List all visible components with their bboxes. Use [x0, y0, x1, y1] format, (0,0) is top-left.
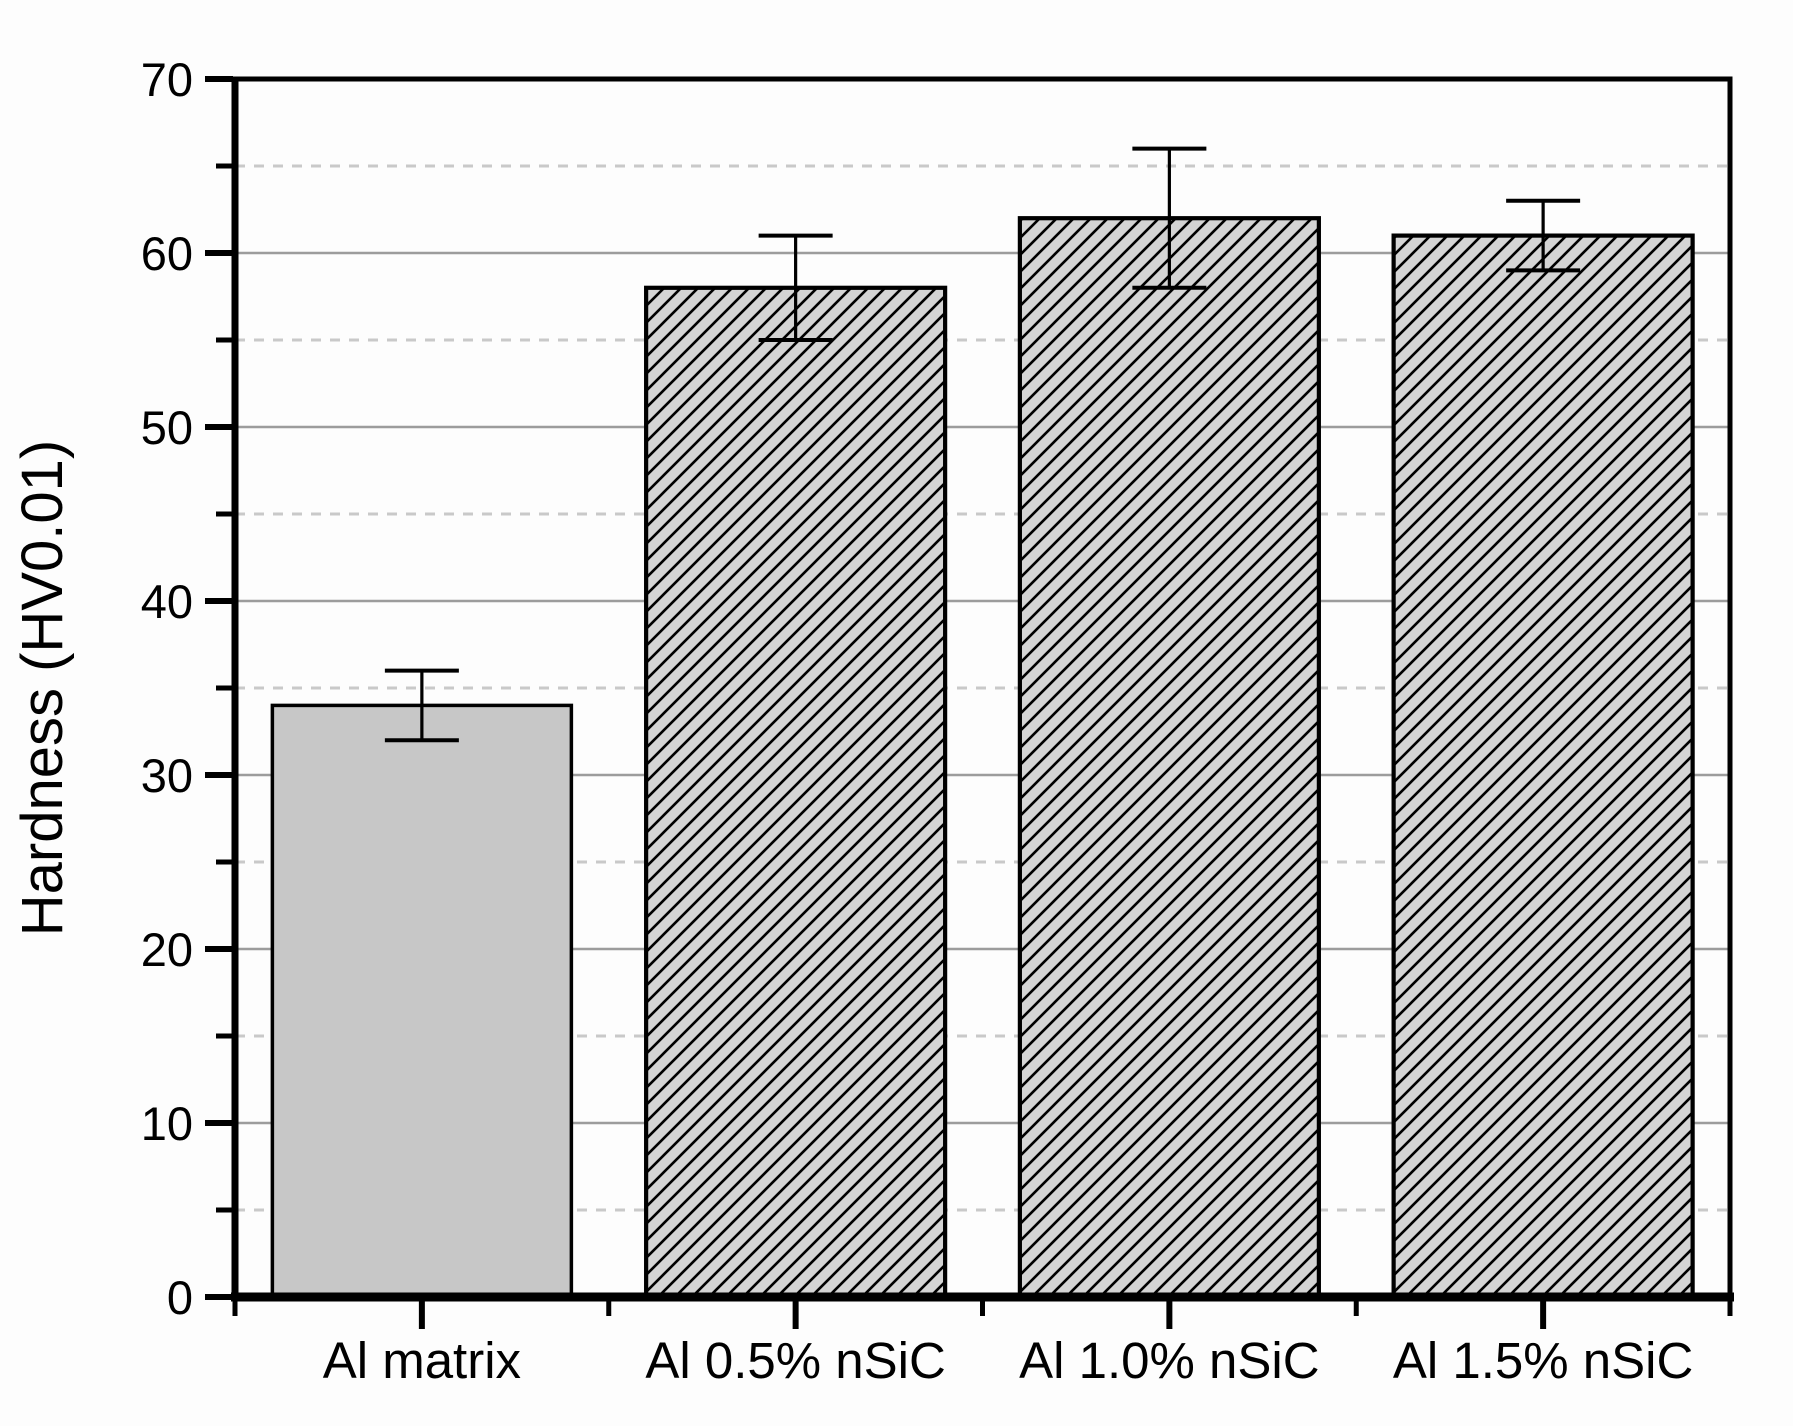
error-bar — [384, 668, 459, 743]
y-tick-label: 50 — [141, 401, 193, 454]
y-tick-label: 10 — [141, 1097, 193, 1150]
x-category-label: Al matrix — [323, 1332, 521, 1389]
error-bar — [1132, 146, 1207, 290]
y-tick-label: 30 — [141, 749, 193, 802]
x-category-label: Al 1.5% nSiC — [1393, 1332, 1693, 1389]
bar-al-1-0-nsic — [1017, 216, 1321, 1300]
error-bar — [1506, 198, 1581, 273]
y-tick-label: 60 — [141, 227, 193, 280]
x-category-label: Al 1.0% nSiC — [1019, 1332, 1319, 1389]
ticks-layer — [205, 76, 1733, 1329]
axes-frame-layer — [231, 76, 1734, 1302]
error-bars-layer — [384, 146, 1581, 743]
bar-al-0-5-nsic — [644, 285, 948, 1300]
y-tick-label: 0 — [167, 1271, 193, 1324]
y-tick-label: 70 — [141, 53, 193, 106]
bar-al-matrix — [270, 703, 574, 1299]
y-tick-label: 20 — [141, 923, 193, 976]
tick-labels-layer: 0 10 20 30 40 50 60 70 Al matrix Al 0.5% nSiC Al 1… — [141, 53, 1694, 1389]
x-category-label: Al 0.5% nSiC — [645, 1332, 945, 1389]
y-axis-title: Hardness (HV0.01) — [10, 440, 75, 936]
error-bar — [758, 233, 833, 342]
bar-al-1-5-nsic — [1391, 233, 1695, 1300]
y-tick-label: 40 — [141, 575, 193, 628]
bars-layer — [270, 216, 1695, 1300]
